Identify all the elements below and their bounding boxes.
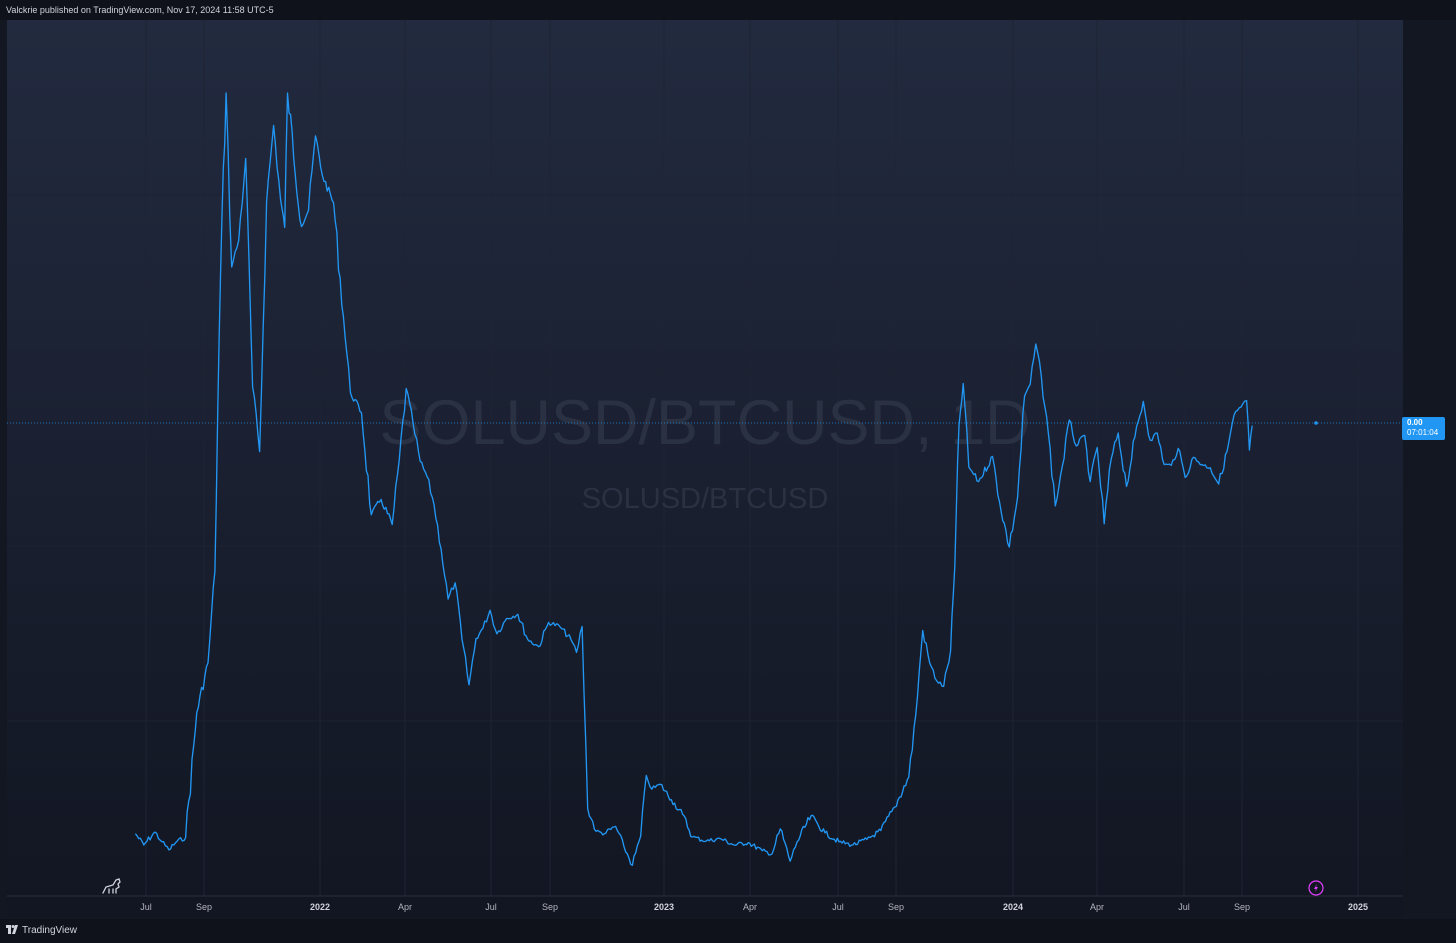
tradingview-logo-icon [6, 925, 18, 934]
x-tick-label: Sep [888, 902, 904, 912]
x-tick-label: Jul [485, 902, 497, 912]
watermark-symbol-interval: SOLUSD/BTCUSD, 1D [379, 388, 1030, 458]
lightning-icon[interactable] [1308, 880, 1324, 896]
dino-icon [102, 878, 121, 894]
x-tick-label: Sep [542, 902, 558, 912]
chart-canvas[interactable]: SOLUSD/BTCUSD, 1D SOLUSD/BTCUSD Jul Sep 20… [7, 20, 1403, 917]
publish-info-text: Valckrie published on TradingView.com, N… [6, 5, 274, 15]
x-tick-label: 2025 [1348, 902, 1368, 912]
x-tick-label: 2022 [310, 902, 330, 912]
x-tick-label: Sep [196, 902, 212, 912]
x-tick-label: Jul [140, 902, 152, 912]
bar-countdown: 07:01:04 [1407, 428, 1439, 437]
x-tick-label: 2024 [1003, 902, 1023, 912]
series-line-solusd-btcusd[interactable] [134, 92, 1253, 866]
x-tick-label: 2023 [654, 902, 674, 912]
x-tick-label: Jul [832, 902, 844, 912]
tradingview-footer: TradingView [0, 919, 1456, 943]
publish-info-bar: Valckrie published on TradingView.com, N… [0, 0, 1456, 20]
x-tick-label: Apr [398, 902, 412, 912]
tradingview-brand: TradingView [22, 925, 78, 936]
price-axis-label: 0.00 07:01:04 [1402, 417, 1445, 440]
x-axis: Jul Sep 2022 Apr Jul Sep 2023 Apr Jul Sep 2024 Apr J… [7, 895, 1403, 912]
x-tick-label: Apr [1090, 902, 1104, 912]
x-tick-label: Apr [743, 902, 757, 912]
x-tick-label: Jul [1178, 902, 1190, 912]
watermark-symbol: SOLUSD/BTCUSD [582, 483, 829, 515]
x-tick-label: Sep [1234, 902, 1250, 912]
chart-area[interactable]: SOLUSD/BTCUSD, 1D SOLUSD/BTCUSD Jul Sep 20… [7, 20, 1403, 917]
last-point-dot [1314, 421, 1318, 425]
chart-background [7, 20, 1403, 917]
last-price-value: 0.00 [1407, 418, 1423, 427]
